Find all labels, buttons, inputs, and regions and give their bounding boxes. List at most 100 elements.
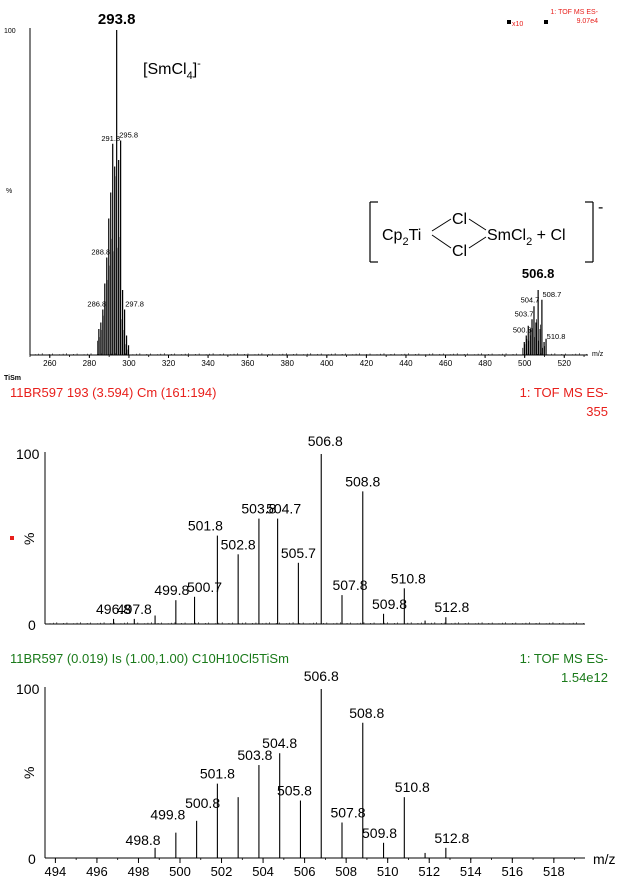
peak-label: 286.8 <box>87 300 106 309</box>
panel1-marker-box <box>507 20 511 24</box>
peak-label: 506.8 <box>308 433 343 449</box>
peak-label: 507.8 <box>330 805 365 821</box>
panel2-ylabel: % <box>21 533 37 545</box>
panel3-xlabel: m/z <box>593 851 616 867</box>
peak-label: 500.8 <box>513 326 532 335</box>
x-tick-label: 512 <box>418 864 440 879</box>
x-tick-label: 518 <box>543 864 565 879</box>
structure-smcl2: SmCl2 + Cl <box>487 227 566 248</box>
panel1-header-right: 1: TOF MS ES- <box>550 9 598 16</box>
peak-label: 504.8 <box>262 735 297 751</box>
x-tick-label: 360 <box>241 359 255 368</box>
structure-bond-2 <box>431 234 452 249</box>
peak-label: 508.8 <box>345 473 380 489</box>
peak-label: 295.8 <box>119 131 138 140</box>
x-tick-label: 460 <box>439 359 453 368</box>
panel1-y-top-label: 100 <box>4 28 16 35</box>
structure-charge: - <box>598 199 603 216</box>
peak-label: 508.7 <box>543 290 562 299</box>
peak-label: 506.8 <box>304 668 339 684</box>
panel2-ytick-100: 100 <box>16 446 40 462</box>
structure-cl-bottom: Cl <box>452 243 467 260</box>
panel1-marker-box-2 <box>544 20 548 24</box>
peak-label: 510.8 <box>391 570 426 586</box>
panel3-header-right-scale: 1.54e12 <box>561 670 608 685</box>
structure-bond-4 <box>468 236 487 249</box>
x-tick-label: 520 <box>558 359 572 368</box>
peak-label: 503.8 <box>237 747 272 763</box>
peak-label: 507.8 <box>332 577 367 593</box>
peak-label: 496.8 <box>96 601 131 617</box>
structure-bond-3 <box>468 218 487 231</box>
peak-label: 502.8 <box>221 536 256 552</box>
peak-label: 509.8 <box>362 825 397 841</box>
chart-marks: 293.8 291.8 295.8 288.8 286.8 297.8 506.8 504.7… <box>29 11 588 879</box>
x-tick-label: 508 <box>335 864 357 879</box>
x-tick-label: 280 <box>83 359 97 368</box>
x-tick-label: 340 <box>201 359 215 368</box>
x-tick-label: 496 <box>86 864 108 879</box>
x-tick-label: 516 <box>501 864 523 879</box>
peak-label: 498.8 <box>126 832 161 848</box>
panel3-ytick-100: 100 <box>16 681 40 697</box>
x-tick-label: 510 <box>377 864 399 879</box>
peak-label: 500.8 <box>185 795 220 811</box>
peak-label: 504.7 <box>266 501 301 517</box>
peak-label: 497.8 <box>117 601 152 617</box>
peak-label: 499.8 <box>154 582 189 598</box>
panel2-ytick-0: 0 <box>28 617 36 633</box>
x-tick-label: 260 <box>43 359 57 368</box>
panel2-red-marker <box>10 536 14 540</box>
panel2-header-right: 1: TOF MS ES- <box>520 385 608 400</box>
x-tick-label: 400 <box>320 359 334 368</box>
peak-label: 512.8 <box>434 830 469 846</box>
x-tick-label: 480 <box>478 359 492 368</box>
structure-cp2ti: Cp2Ti <box>382 227 421 248</box>
peak-label: 512.8 <box>434 599 469 615</box>
peak-label: 293.8 <box>98 11 136 28</box>
x-tick-label: 502 <box>211 864 233 879</box>
x-tick-label: 494 <box>45 864 67 879</box>
peak-label: 501.8 <box>200 766 235 782</box>
structure-bond-1 <box>431 218 452 232</box>
panel3-header-right: 1: TOF MS ES- <box>520 651 608 666</box>
peak-label: 291.8 <box>101 134 120 143</box>
x-tick-label: 440 <box>399 359 413 368</box>
panel1-plot: 293.8 291.8 295.8 288.8 286.8 297.8 506.8 504.7… <box>29 11 588 368</box>
panel2-title: 11BR597 193 (3.594) Cm (161:194) <box>10 385 216 400</box>
peak-label: 505.8 <box>277 783 312 799</box>
smcl4-annotation: [SmCl4]- <box>143 58 201 82</box>
peak-label: 510.8 <box>547 332 566 341</box>
x-tick-label: 504 <box>252 864 274 879</box>
panel3-title: 11BR597 (0.019) Is (1.00,1.00) C10H10Cl5… <box>10 651 289 666</box>
peak-label: 501.8 <box>188 518 223 534</box>
sample-label: TiSm <box>4 375 21 382</box>
peak-label: 509.8 <box>372 596 407 612</box>
panel1-header-right-scale: 9.07e4 <box>577 18 599 25</box>
panel3-ylabel: % <box>21 767 37 779</box>
peak-label: 503.8 <box>241 501 276 517</box>
peak-label: 297.8 <box>125 300 144 309</box>
peak-label: 499.8 <box>150 807 185 823</box>
x-tick-label: 500 <box>518 359 532 368</box>
structure-cl-top: Cl <box>452 211 467 228</box>
panel3-ytick-0: 0 <box>28 851 36 867</box>
x-tick-label: 320 <box>162 359 176 368</box>
panel2-header-right-scale: 355 <box>586 404 608 419</box>
peak-label: 510.8 <box>395 779 430 795</box>
panel1-header-marker: x10 <box>512 21 523 28</box>
peak-label: 505.7 <box>281 545 316 561</box>
x-tick-label: 500 <box>169 864 191 879</box>
peak-label: 288.8 <box>91 248 110 257</box>
x-tick-label: 380 <box>281 359 295 368</box>
peak-label: 508.8 <box>349 705 384 721</box>
panel1-ylabel: % <box>6 188 12 195</box>
peak-label: 506.8 <box>522 266 555 281</box>
x-tick-label: 300 <box>122 359 136 368</box>
x-tick-label: 498 <box>128 864 150 879</box>
structure-annotation: Cp2Ti Cl Cl SmCl2 + Cl - <box>369 199 603 263</box>
x-tick-label: 420 <box>360 359 374 368</box>
x-tick-label: 514 <box>460 864 482 879</box>
